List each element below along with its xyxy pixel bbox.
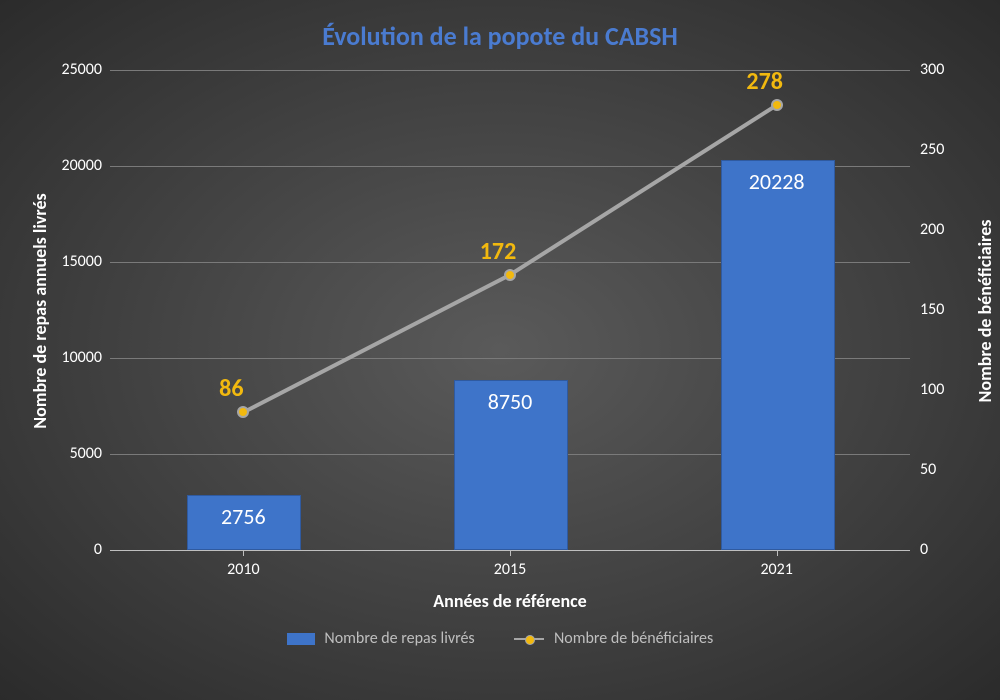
ytick-left: 15000 — [52, 252, 102, 271]
legend-label-bars: Nombre de repas livrés — [324, 629, 474, 648]
line-marker — [771, 99, 783, 111]
ytick-right: 100 — [920, 380, 970, 399]
legend: Nombre de repas livrés Nombre de bénéfic… — [0, 628, 1000, 648]
legend-swatch-line — [514, 638, 544, 640]
line-value-label: 86 — [219, 374, 243, 403]
bar-value-label: 20228 — [749, 168, 805, 195]
legend-item-bars: Nombre de repas livrés — [287, 629, 475, 648]
legend-item-line: Nombre de bénéficiaires — [514, 629, 713, 648]
line-marker — [237, 406, 249, 418]
x-tick-mark — [777, 550, 778, 556]
ytick-left: 20000 — [52, 156, 102, 175]
ytick-left: 10000 — [52, 348, 102, 367]
x-tick-mark — [243, 550, 244, 556]
chart-title: Évolution de la popote du CABSH — [0, 20, 1000, 52]
x-axis-title: Années de référence — [110, 590, 910, 612]
legend-swatch-bar — [287, 633, 315, 645]
ytick-left: 5000 — [52, 444, 102, 463]
legend-label-line: Nombre de bénéficiaires — [554, 629, 713, 648]
plot-area — [110, 70, 910, 550]
ytick-right: 150 — [920, 300, 970, 319]
ytick-right: 300 — [920, 60, 970, 79]
bar-value-label: 2756 — [221, 503, 266, 530]
ytick-right: 200 — [920, 220, 970, 239]
xtick-label: 2021 — [760, 560, 792, 579]
line-layer — [110, 70, 910, 550]
ytick-right: 0 — [920, 540, 970, 559]
ytick-left: 0 — [52, 540, 102, 559]
bar-value-label: 8750 — [488, 388, 533, 415]
xtick-label: 2010 — [227, 560, 259, 579]
y-axis-right-title: Nombre de bénéficiaires — [974, 191, 996, 431]
ytick-left: 25000 — [52, 60, 102, 79]
ytick-right: 250 — [920, 140, 970, 159]
chart-container: Évolution de la popote du CABSH Nombre d… — [0, 0, 1000, 700]
ytick-right: 50 — [920, 460, 970, 479]
xtick-label: 2015 — [494, 560, 526, 579]
x-tick-mark — [510, 550, 511, 556]
line-value-label: 278 — [746, 67, 783, 96]
line-value-label: 172 — [480, 237, 517, 266]
y-axis-left-title: Nombre de repas annuels livrés — [29, 161, 51, 461]
line-marker — [504, 269, 516, 281]
